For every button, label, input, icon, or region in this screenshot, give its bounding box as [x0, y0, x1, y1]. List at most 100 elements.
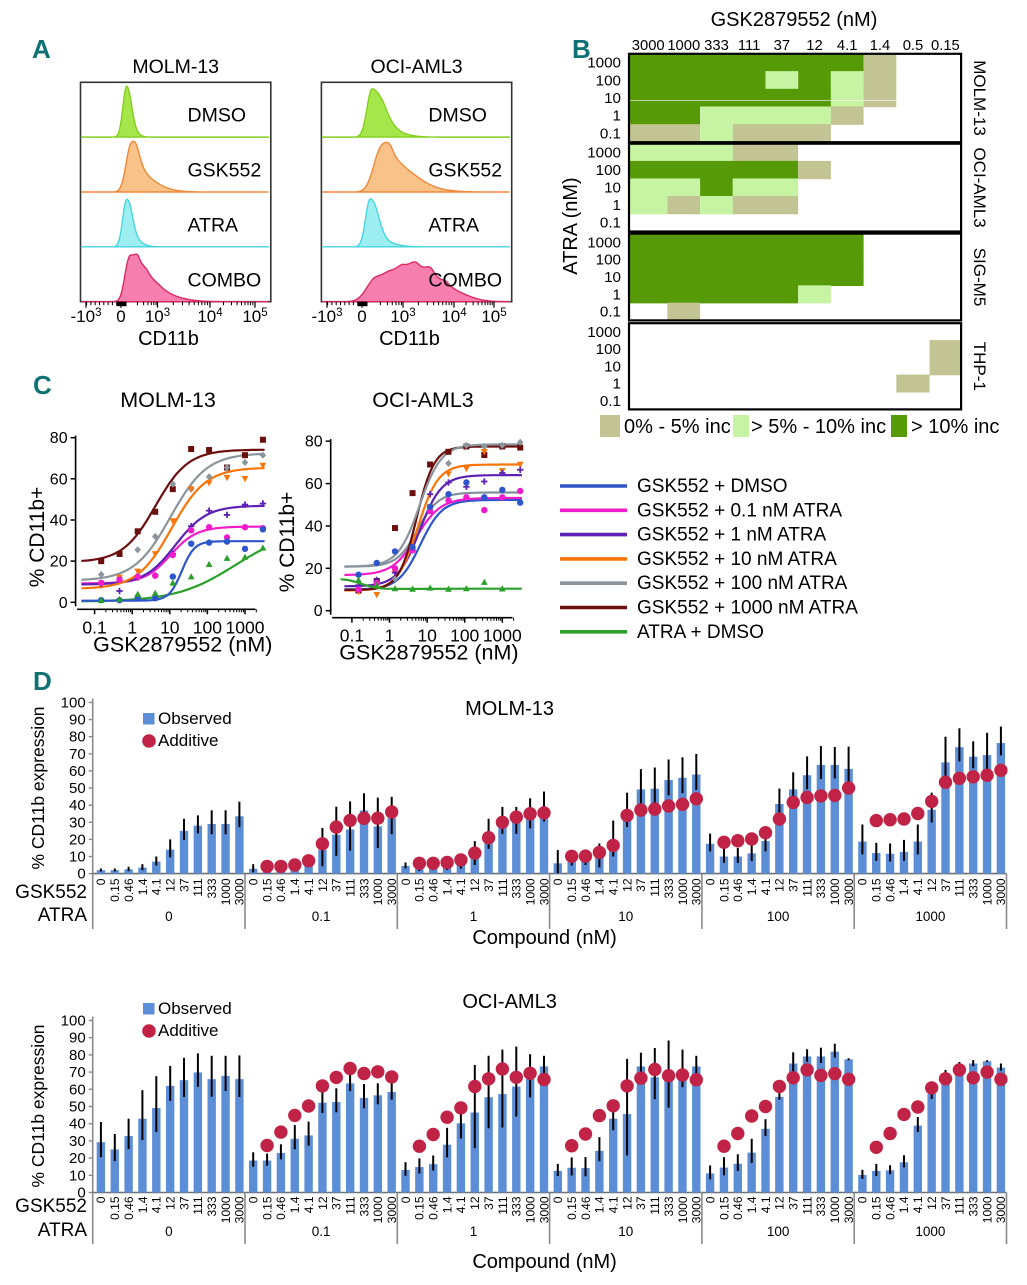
svg-text:0.15: 0.15: [717, 878, 731, 902]
svg-text:CD11b: CD11b: [138, 328, 199, 350]
svg-text:1.4: 1.4: [136, 878, 150, 895]
svg-text:37: 37: [330, 878, 344, 892]
svg-text:1.4: 1.4: [745, 878, 759, 895]
svg-text:> 5% - 10% inc: > 5% - 10% inc: [751, 416, 886, 438]
svg-text:0.46: 0.46: [731, 1196, 745, 1220]
svg-text:0: 0: [247, 878, 261, 885]
svg-text:1: 1: [613, 108, 621, 125]
svg-text:1.4: 1.4: [440, 878, 454, 895]
svg-text:COMBO: COMBO: [188, 269, 262, 291]
svg-text:ATRA: ATRA: [188, 214, 239, 236]
svg-text:GSK552 + 1 nM ATRA: GSK552 + 1 nM ATRA: [637, 525, 827, 546]
svg-text:0: 0: [247, 1196, 261, 1203]
svg-text:111: 111: [800, 878, 814, 897]
svg-text:4.1: 4.1: [454, 1196, 468, 1213]
svg-text:0: 0: [399, 878, 413, 885]
svg-text:0.15: 0.15: [717, 1196, 731, 1220]
svg-text:OCI-AML3: OCI-AML3: [372, 388, 474, 412]
svg-text:1: 1: [470, 909, 478, 924]
svg-text:60: 60: [50, 471, 68, 488]
svg-text:3000: 3000: [233, 878, 247, 905]
svg-text:333: 333: [510, 1196, 524, 1216]
svg-text:Observed: Observed: [158, 999, 232, 1018]
svg-text:30: 30: [69, 814, 86, 831]
svg-text:50: 50: [69, 1099, 86, 1116]
svg-text:0.1: 0.1: [600, 304, 621, 321]
svg-text:1000: 1000: [676, 1196, 690, 1223]
svg-text:4.1: 4.1: [607, 1196, 621, 1213]
svg-text:0.15: 0.15: [565, 878, 579, 902]
svg-text:GSK552: GSK552: [428, 160, 502, 182]
svg-text:100: 100: [596, 341, 621, 358]
svg-text:50: 50: [69, 780, 86, 797]
svg-text:0.15: 0.15: [108, 878, 122, 902]
svg-text:333: 333: [704, 38, 729, 54]
svg-text:4.1: 4.1: [911, 878, 925, 895]
svg-text:0: 0: [94, 878, 108, 885]
svg-text:0.5: 0.5: [903, 38, 924, 54]
svg-text:4.1: 4.1: [150, 878, 164, 895]
svg-text:20: 20: [305, 561, 323, 578]
svg-text:CD11b: CD11b: [379, 328, 440, 350]
svg-text:111: 111: [738, 38, 761, 54]
svg-text:90: 90: [69, 1030, 86, 1047]
svg-text:1: 1: [127, 617, 137, 637]
svg-text:0: 0: [856, 878, 870, 885]
svg-text:1000: 1000: [523, 878, 537, 905]
svg-text:333: 333: [357, 878, 371, 898]
svg-text:OCI-AML3: OCI-AML3: [370, 56, 462, 78]
svg-text:60: 60: [69, 1081, 86, 1098]
svg-text:ATRA: ATRA: [428, 214, 479, 236]
svg-text:ATRA: ATRA: [38, 1220, 88, 1241]
svg-text:0: 0: [77, 866, 85, 883]
svg-text:0: 0: [703, 1196, 717, 1203]
svg-text:1.4: 1.4: [136, 1196, 150, 1213]
svg-text:0: 0: [77, 1185, 85, 1202]
svg-text:1.4: 1.4: [593, 878, 607, 895]
svg-text:37: 37: [482, 878, 496, 892]
svg-text:1: 1: [613, 286, 621, 303]
svg-text:Additive: Additive: [158, 731, 218, 750]
svg-text:0: 0: [165, 1224, 173, 1239]
svg-text:0.15: 0.15: [108, 1196, 122, 1220]
svg-text:0.46: 0.46: [274, 1196, 288, 1220]
svg-text:10: 10: [417, 626, 437, 646]
svg-text:70: 70: [69, 1064, 86, 1081]
svg-text:ATRA (nM): ATRA (nM): [560, 177, 582, 274]
svg-text:DMSO: DMSO: [188, 105, 247, 127]
svg-text:1000: 1000: [219, 878, 233, 905]
svg-text:60: 60: [305, 476, 323, 493]
svg-text:Additive: Additive: [158, 1021, 218, 1040]
svg-text:333: 333: [662, 878, 676, 898]
svg-text:0.46: 0.46: [274, 878, 288, 902]
svg-text:1: 1: [613, 197, 621, 214]
svg-text:80: 80: [69, 1047, 86, 1064]
svg-text:12: 12: [620, 1196, 634, 1210]
svg-text:GSK552: GSK552: [15, 882, 87, 903]
svg-text:12: 12: [773, 878, 787, 892]
svg-text:3000: 3000: [842, 878, 856, 905]
svg-text:333: 333: [510, 878, 524, 898]
svg-text:60: 60: [69, 763, 86, 780]
svg-text:12: 12: [468, 878, 482, 892]
svg-text:-103: -103: [71, 307, 102, 326]
svg-text:10: 10: [604, 90, 621, 107]
svg-text:12: 12: [806, 38, 822, 54]
svg-text:GSK2879552 (nM): GSK2879552 (nM): [339, 641, 518, 665]
svg-text:111: 111: [496, 1196, 510, 1215]
svg-text:GSK552 + DMSO: GSK552 + DMSO: [637, 476, 787, 497]
svg-text:0.1: 0.1: [600, 393, 621, 410]
svg-text:-103: -103: [312, 307, 343, 326]
svg-text:12: 12: [468, 1196, 482, 1210]
svg-text:GSK552 + 100 nM ATRA: GSK552 + 100 nM ATRA: [637, 573, 848, 594]
svg-text:1000: 1000: [980, 878, 994, 905]
svg-text:1000: 1000: [523, 1196, 537, 1223]
svg-text:ATRA: ATRA: [38, 905, 88, 926]
svg-text:10: 10: [69, 1167, 86, 1184]
svg-text:10: 10: [604, 358, 621, 375]
svg-text:4.1: 4.1: [454, 878, 468, 895]
svg-text:% CD11b+: % CD11b+: [26, 487, 49, 588]
svg-text:1000: 1000: [587, 324, 621, 341]
svg-text:0: 0: [314, 603, 323, 620]
svg-text:0.46: 0.46: [122, 1196, 136, 1220]
